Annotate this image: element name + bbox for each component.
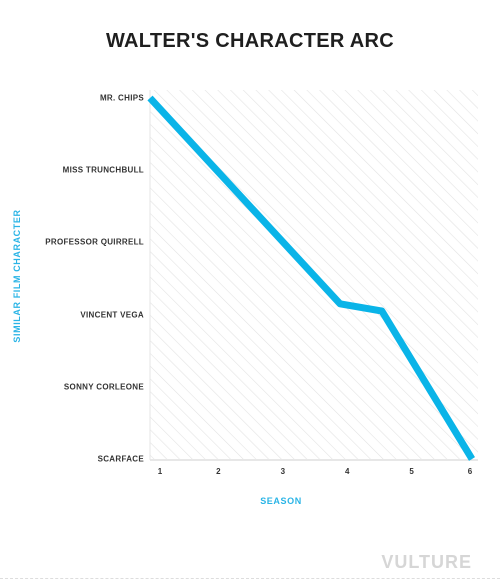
x-tick-label: 4 [344, 467, 350, 476]
bottom-divider [0, 578, 500, 579]
vulture-logo: VULTURE [381, 552, 472, 572]
y-tick-label: PROFESSOR QUIRRELL [45, 237, 144, 247]
x-tick-label: 1 [157, 467, 163, 476]
series-line [147, 95, 475, 461]
x-tick-label: 6 [467, 467, 473, 476]
y-tick-label: MISS TRUNCHBULL [62, 165, 144, 175]
x-tick-label: 2 [216, 467, 221, 476]
y-tick-label: VINCENT VEGA [80, 310, 144, 320]
chart-title: WALTER'S CHARACTER ARC [105, 30, 394, 52]
x-axis-title: SEASON [260, 496, 302, 506]
y-tick-label: SONNY CORLEONE [63, 382, 144, 392]
y-tick-label: SCARFACE [97, 454, 144, 464]
y-tick-label: MR. CHIPS [99, 93, 144, 103]
series-layer [147, 95, 475, 461]
x-tick-label: 5 [409, 467, 414, 476]
x-tick-label: 3 [280, 467, 286, 476]
